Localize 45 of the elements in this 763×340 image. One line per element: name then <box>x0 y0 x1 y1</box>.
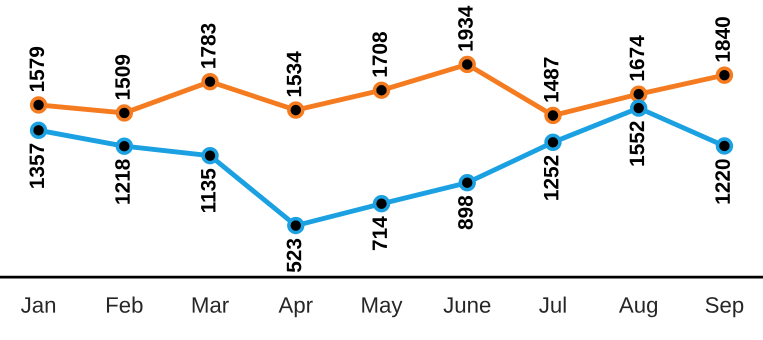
data-label: 1534 <box>286 51 302 96</box>
x-tick-label: May <box>362 297 402 318</box>
point <box>287 216 304 234</box>
data-label: 1579 <box>29 46 44 92</box>
x-tick-label: Feb <box>106 296 143 313</box>
data-label: 898 <box>458 196 473 230</box>
x-tick-label: Aug <box>618 297 658 318</box>
point <box>630 85 648 103</box>
point <box>201 73 219 90</box>
point <box>630 99 648 117</box>
data-label: 1357 <box>29 144 44 188</box>
data-label: 1487 <box>544 58 559 102</box>
point <box>372 82 390 99</box>
data-label: 1509 <box>115 54 130 100</box>
point <box>201 146 219 164</box>
data-label: 1135 <box>200 168 216 212</box>
x-tick-label: Apr <box>278 297 313 318</box>
point <box>716 137 734 155</box>
data-label: 1252 <box>544 156 559 200</box>
point <box>716 66 734 84</box>
data-label: 1934 <box>458 6 473 51</box>
point <box>458 56 476 74</box>
x-tick-label: Jan <box>21 297 56 313</box>
data-label: 1840 <box>715 17 730 62</box>
point <box>544 106 562 124</box>
data-label: 1708 <box>372 32 388 76</box>
point <box>116 104 133 122</box>
data-label: 523 <box>286 238 302 272</box>
x-tick-label: Sep <box>706 297 744 318</box>
point <box>287 101 304 119</box>
x-tick-label: Mar <box>192 297 229 313</box>
data-label: 714 <box>372 216 387 250</box>
point <box>544 134 562 151</box>
data-label: 1218 <box>115 159 130 204</box>
data-label: 1220 <box>715 159 730 204</box>
x-tick-label: Jul <box>539 296 566 313</box>
point <box>372 195 390 212</box>
point <box>116 138 133 155</box>
point <box>30 122 48 139</box>
data-label: 1552 <box>630 121 644 166</box>
data-label: 1783 <box>200 24 216 68</box>
data-label: 1674 <box>630 35 644 80</box>
point <box>30 96 48 114</box>
x-tick-label: June <box>443 297 490 313</box>
point <box>458 174 476 192</box>
